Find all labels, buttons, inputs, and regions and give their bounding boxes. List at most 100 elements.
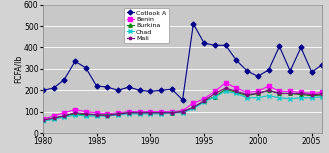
Cotlook A xyxy=(52,87,56,89)
Mali xyxy=(245,94,249,95)
Burkina xyxy=(256,93,260,94)
Chad xyxy=(52,118,56,120)
Cotlook A xyxy=(224,44,228,46)
Benin xyxy=(245,91,249,93)
Mali xyxy=(138,112,141,114)
Burkina xyxy=(105,114,109,116)
Benin xyxy=(181,110,185,112)
Chad xyxy=(73,114,77,116)
Mali xyxy=(52,117,56,119)
Line: Burkina: Burkina xyxy=(41,88,324,122)
Line: Benin: Benin xyxy=(41,81,324,121)
Mali xyxy=(170,112,174,114)
Mali xyxy=(299,93,303,94)
Y-axis label: FCFA/lb: FCFA/lb xyxy=(13,55,23,83)
Cotlook A xyxy=(267,69,271,71)
Cotlook A xyxy=(181,99,185,101)
Cotlook A xyxy=(245,70,249,72)
Benin xyxy=(288,90,292,92)
Benin xyxy=(191,102,195,104)
Chad xyxy=(138,113,141,115)
Mali xyxy=(94,114,98,116)
Benin xyxy=(52,115,56,117)
Legend: Cotlook A, Benin, Burkina, Chad, Mali: Cotlook A, Benin, Burkina, Chad, Mali xyxy=(124,8,169,43)
Chad xyxy=(245,97,249,99)
Line: Mali: Mali xyxy=(41,86,324,122)
Benin xyxy=(84,111,88,113)
Burkina xyxy=(299,94,303,95)
Burkina xyxy=(288,93,292,94)
Benin xyxy=(320,91,324,93)
Mali xyxy=(181,111,185,113)
Cotlook A xyxy=(138,89,141,91)
Burkina xyxy=(159,112,163,114)
Benin xyxy=(127,111,131,113)
Cotlook A xyxy=(170,88,174,90)
Chad xyxy=(84,115,88,117)
Chad xyxy=(181,112,185,114)
Mali xyxy=(288,93,292,94)
Burkina xyxy=(73,113,77,115)
Cotlook A xyxy=(288,70,292,72)
Mali xyxy=(277,93,281,94)
Chad xyxy=(170,112,174,114)
Line: Cotlook A: Cotlook A xyxy=(41,22,324,102)
Benin xyxy=(94,112,98,114)
Chad xyxy=(202,101,206,103)
Benin xyxy=(41,118,45,120)
Cotlook A xyxy=(310,71,314,73)
Cotlook A xyxy=(320,64,324,65)
Mali xyxy=(105,115,109,116)
Burkina xyxy=(234,91,238,93)
Burkina xyxy=(116,113,120,115)
Cotlook A xyxy=(299,47,303,48)
Benin xyxy=(299,91,303,93)
Mali xyxy=(267,89,271,91)
Chad xyxy=(191,108,195,109)
Cotlook A xyxy=(84,67,88,69)
Benin xyxy=(310,93,314,94)
Mali xyxy=(159,112,163,114)
Burkina xyxy=(191,106,195,108)
Chad xyxy=(234,93,238,94)
Cotlook A xyxy=(127,86,131,88)
Burkina xyxy=(148,112,152,114)
Cotlook A xyxy=(213,44,217,46)
Benin xyxy=(138,111,141,113)
Benin xyxy=(116,112,120,114)
Cotlook A xyxy=(62,79,66,80)
Cotlook A xyxy=(73,60,77,62)
Mali xyxy=(234,90,238,92)
Mali xyxy=(213,93,217,94)
Cotlook A xyxy=(148,90,152,92)
Chad xyxy=(213,96,217,98)
Benin xyxy=(213,90,217,92)
Mali xyxy=(202,100,206,102)
Chad xyxy=(277,97,281,99)
Mali xyxy=(148,112,152,114)
Chad xyxy=(288,98,292,100)
Burkina xyxy=(181,111,185,113)
Burkina xyxy=(213,96,217,98)
Cotlook A xyxy=(94,85,98,87)
Burkina xyxy=(224,88,228,90)
Mali xyxy=(310,94,314,95)
Chad xyxy=(159,113,163,115)
Mali xyxy=(116,113,120,115)
Burkina xyxy=(94,114,98,116)
Mali xyxy=(320,93,324,95)
Mali xyxy=(73,112,77,114)
Mali xyxy=(191,106,195,108)
Chad xyxy=(299,97,303,99)
Burkina xyxy=(320,94,324,96)
Cotlook A xyxy=(191,23,195,25)
Chad xyxy=(224,90,228,92)
Chad xyxy=(105,115,109,117)
Burkina xyxy=(84,114,88,116)
Cotlook A xyxy=(159,89,163,91)
Mali xyxy=(224,87,228,89)
Cotlook A xyxy=(202,42,206,44)
Mali xyxy=(62,115,66,117)
Benin xyxy=(170,111,174,113)
Cotlook A xyxy=(234,59,238,61)
